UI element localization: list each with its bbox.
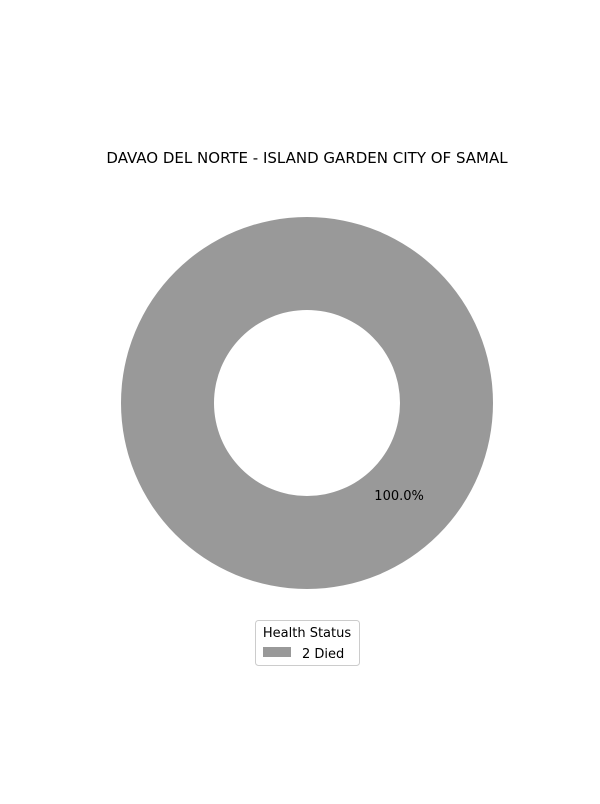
slice-labels-layer: 100.0%	[374, 489, 424, 504]
chart-title: DAVAO DEL NORTE - ISLAND GARDEN CITY OF …	[106, 149, 508, 167]
legend-label: 2 Died	[302, 647, 344, 662]
slice-percent-label: 100.0%	[374, 489, 424, 504]
legend-entries: 2 Died	[263, 647, 344, 662]
legend: Health Status 2 Died	[255, 620, 360, 666]
donut-slice	[121, 217, 493, 589]
slices-layer	[121, 217, 493, 589]
legend-swatch	[263, 647, 291, 657]
legend-title: Health Status	[263, 626, 351, 641]
